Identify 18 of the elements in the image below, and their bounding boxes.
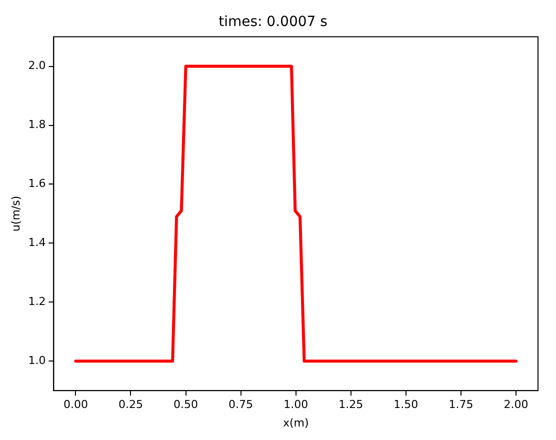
x-tick-label: 2.00 <box>504 398 528 412</box>
chart-title: times: 0.0007 s <box>218 14 328 30</box>
y-tick-label: 1.2 <box>28 295 46 308</box>
y-axis-title: u(m/s) <box>9 196 22 232</box>
x-tick-label: 0.50 <box>174 398 198 412</box>
y-tick-label: 1.6 <box>28 177 46 190</box>
y-tick-label: 1.4 <box>28 236 46 250</box>
x-tick-label: 0.75 <box>228 398 254 412</box>
x-tick-label: 1.00 <box>284 398 308 412</box>
x-tick-label: 1.50 <box>394 398 418 412</box>
y-tick-label: 2.0 <box>28 59 46 72</box>
x-tick-label: 0.00 <box>63 398 88 412</box>
x-tick-label: 0.25 <box>118 398 143 412</box>
y-tick-label: 1.8 <box>28 118 46 132</box>
y-tick-label: 1.0 <box>28 354 46 367</box>
x-tick-label: 1.75 <box>448 398 474 412</box>
x-axis-title: x(m) <box>282 416 309 430</box>
x-tick-label: 1.25 <box>338 398 364 412</box>
